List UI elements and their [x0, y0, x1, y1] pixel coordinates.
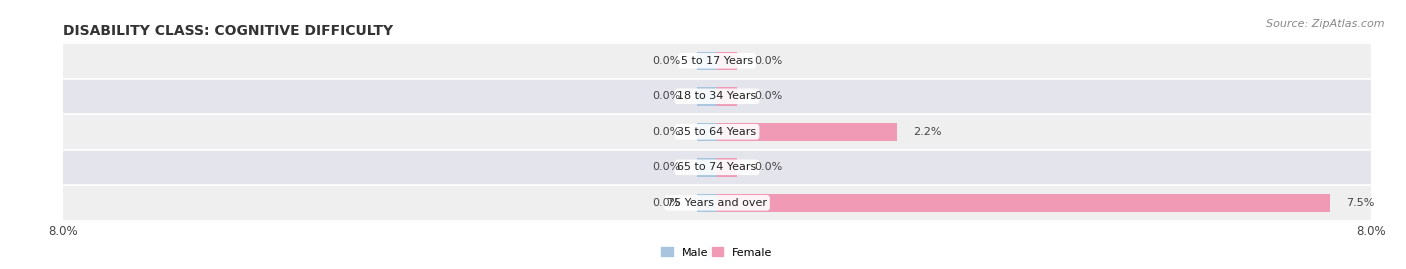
Bar	[717, 194, 1330, 212]
Text: Source: ZipAtlas.com: Source: ZipAtlas.com	[1267, 19, 1385, 29]
Text: 75 Years and over: 75 Years and over	[666, 198, 768, 208]
Text: 7.5%: 7.5%	[1347, 198, 1375, 208]
Text: 0.0%: 0.0%	[754, 162, 782, 172]
Text: 0.0%: 0.0%	[754, 91, 782, 101]
Text: 65 to 74 Years: 65 to 74 Years	[678, 162, 756, 172]
Bar	[717, 123, 897, 141]
Text: 0.0%: 0.0%	[652, 56, 681, 66]
Text: 0.0%: 0.0%	[754, 56, 782, 66]
Bar	[63, 150, 1371, 185]
Text: 5 to 17 Years: 5 to 17 Years	[681, 56, 754, 66]
Bar	[696, 87, 717, 105]
Bar	[696, 123, 717, 141]
Bar	[717, 52, 738, 70]
Text: 18 to 34 Years: 18 to 34 Years	[678, 91, 756, 101]
Bar	[63, 79, 1371, 114]
Bar	[696, 52, 717, 70]
Text: 0.0%: 0.0%	[652, 162, 681, 172]
Bar	[696, 194, 717, 212]
Bar	[717, 158, 738, 176]
Text: 0.0%: 0.0%	[652, 91, 681, 101]
Text: 0.0%: 0.0%	[652, 198, 681, 208]
Bar	[717, 87, 738, 105]
Bar	[696, 158, 717, 176]
Text: DISABILITY CLASS: COGNITIVE DIFFICULTY: DISABILITY CLASS: COGNITIVE DIFFICULTY	[63, 24, 394, 38]
Legend: Male, Female: Male, Female	[661, 247, 773, 257]
Bar	[63, 43, 1371, 79]
Text: 35 to 64 Years: 35 to 64 Years	[678, 127, 756, 137]
Bar	[63, 114, 1371, 150]
Text: 2.2%: 2.2%	[914, 127, 942, 137]
Text: 0.0%: 0.0%	[652, 127, 681, 137]
Bar	[63, 185, 1371, 221]
